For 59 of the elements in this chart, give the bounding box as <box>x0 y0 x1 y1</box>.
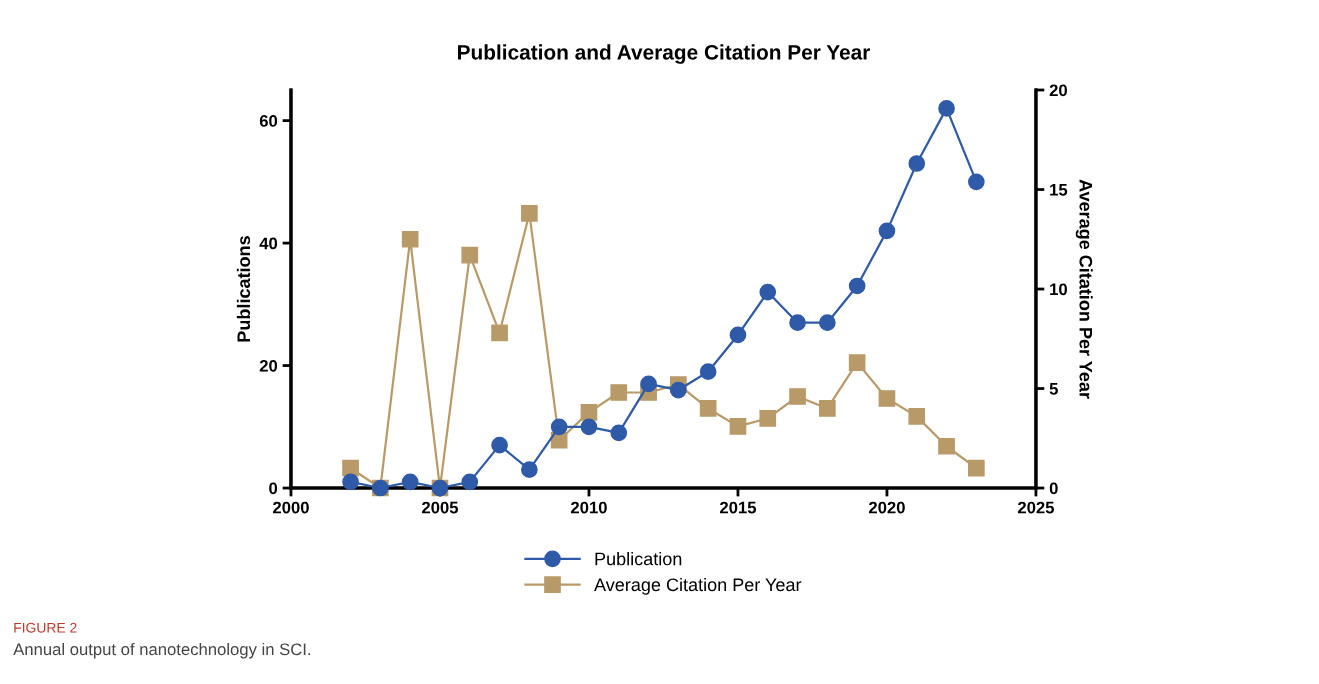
point <box>491 324 508 342</box>
point <box>819 400 836 417</box>
point <box>342 473 359 491</box>
legend-label: Publication <box>595 552 682 566</box>
y2-tick-label: 15 <box>1050 184 1068 196</box>
point <box>759 410 777 427</box>
point <box>580 418 598 436</box>
point <box>938 437 955 455</box>
point <box>491 436 508 454</box>
y-tick-label: 0 <box>269 482 278 495</box>
point <box>968 173 985 191</box>
point <box>521 461 538 478</box>
y2-tick-label: 20 <box>1049 84 1067 97</box>
point <box>789 388 806 405</box>
point <box>968 459 985 477</box>
point <box>461 473 479 491</box>
point <box>729 326 747 344</box>
y2-tick-label: 5 <box>1049 383 1058 395</box>
x-tick-label: 2015 <box>720 501 757 514</box>
y2-tick-label: 10 <box>1050 283 1067 296</box>
point <box>640 375 657 393</box>
point <box>729 418 747 435</box>
point <box>610 384 628 401</box>
x-tick-label: 2025 <box>1017 501 1055 514</box>
legend-label: Average Citation Per Year <box>594 577 802 595</box>
point <box>848 277 866 295</box>
point <box>878 390 896 407</box>
point <box>759 283 777 301</box>
point <box>342 459 359 477</box>
y2-tick-label: 0 <box>1049 482 1058 495</box>
point <box>521 205 538 222</box>
point <box>819 314 836 332</box>
x-tick-label: 2020 <box>868 501 905 514</box>
point <box>610 424 628 442</box>
y-tick-label: 40 <box>259 237 278 250</box>
point <box>401 473 419 491</box>
chart-title: Publication and Average Citation Per Year <box>458 44 871 64</box>
text: Annual output of nanotechnology in SCI. <box>13 642 311 659</box>
point <box>550 418 568 436</box>
x-tick-label: 2010 <box>571 501 607 514</box>
point <box>848 354 866 371</box>
point <box>699 363 717 381</box>
point <box>789 314 806 332</box>
point <box>878 222 896 240</box>
y-axis-title: Publications <box>236 236 251 342</box>
point <box>401 230 419 248</box>
point <box>670 381 687 399</box>
x-tick-label: 2000 <box>273 501 309 514</box>
point <box>908 408 926 425</box>
point <box>908 155 926 172</box>
point <box>938 100 955 117</box>
point <box>699 400 717 417</box>
x-tick-label: 2005 <box>422 501 459 514</box>
point <box>461 246 479 264</box>
y2-axis-title: Average Citation Per Year <box>1075 179 1093 399</box>
y-tick-label: 20 <box>259 359 278 372</box>
point <box>580 404 598 421</box>
y-tick-label: 60 <box>259 115 278 127</box>
caption: FIGURE 2 <box>14 622 77 633</box>
